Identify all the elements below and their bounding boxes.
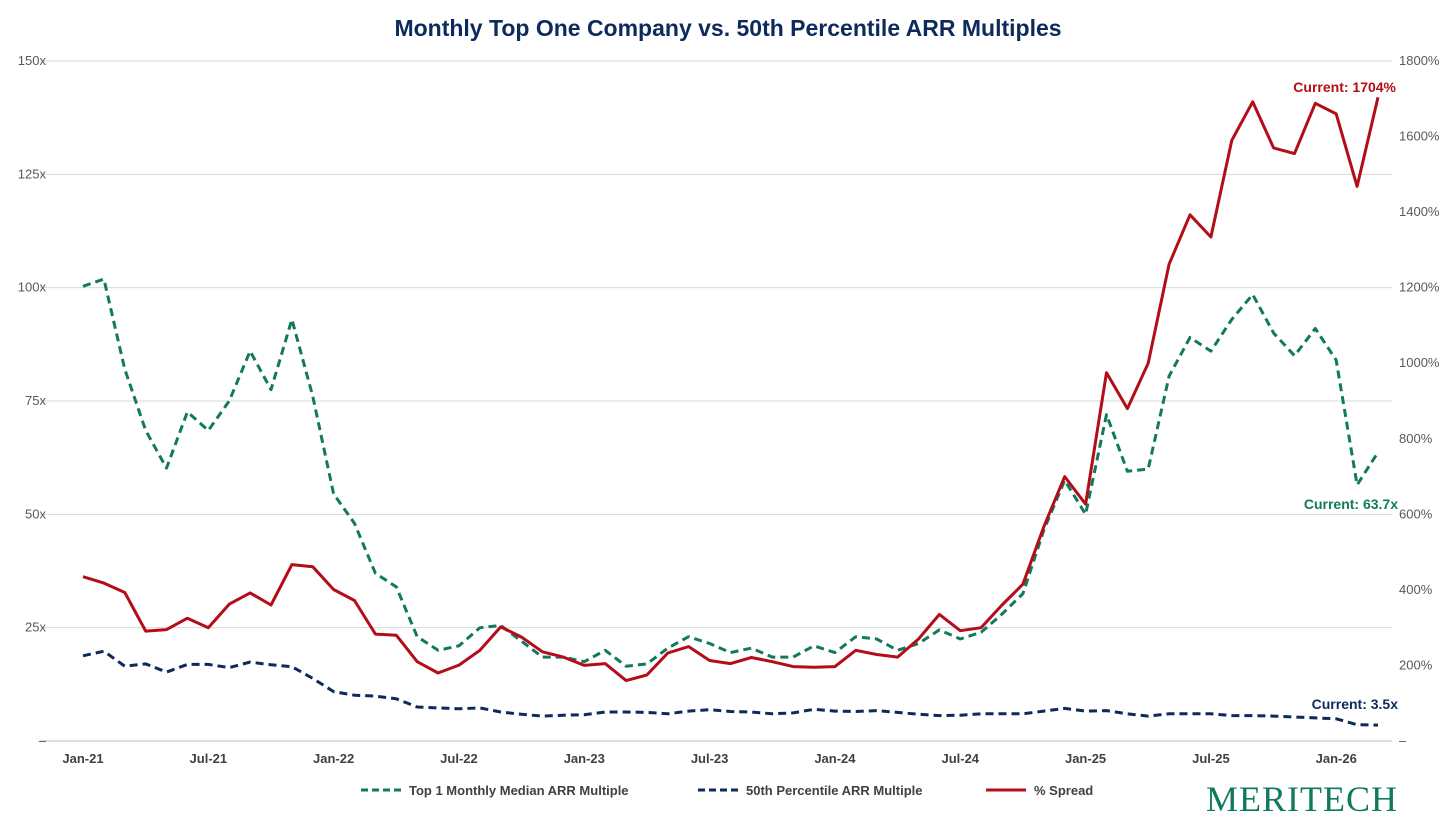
right-axis-ticks: – 200% 400% 600% 800% 1000% 1200% 1400% 1600% 180…: [1399, 53, 1440, 748]
x-tick-label: Jul-23: [691, 751, 729, 766]
x-tick-label: Jul-25: [1192, 751, 1230, 766]
annotation-current-p50: Current: 3.5x: [1312, 696, 1399, 712]
left-tick-label: 100x: [18, 280, 47, 295]
x-tick-label: Jul-24: [941, 751, 979, 766]
legend: Top 1 Monthly Median ARR Multiple 50th P…: [361, 783, 1093, 798]
right-tick-label: 1400%: [1399, 204, 1440, 219]
x-tick-label: Jan-26: [1316, 751, 1357, 766]
left-tick-label: 125x: [18, 166, 47, 181]
right-tick-label: –: [1399, 733, 1407, 748]
left-tick-label: 150x: [18, 53, 47, 68]
right-tick-label: 1200%: [1399, 280, 1440, 295]
x-tick-label: Jan-25: [1065, 751, 1106, 766]
series-line-50th-percentile-arr-multiple: [82, 649, 1379, 727]
legend-label-top1: Top 1 Monthly Median ARR Multiple: [409, 783, 629, 798]
chart-title: Monthly Top One Company vs. 50th Percent…: [394, 15, 1061, 41]
x-axis-ticks: Jan-21 Jul-21 Jan-22 Jul-22 Jan-23 Jul-23 Jan-…: [62, 751, 1356, 766]
annotation-current-spread: Current: 1704%: [1293, 79, 1396, 95]
right-tick-label: 400%: [1399, 582, 1433, 597]
meritech-logo: MERITECH: [1206, 779, 1398, 814]
left-axis-ticks: – 25x 50x 75x 100x 125x 150x: [18, 53, 47, 748]
annotation-current-top1: Current: 63.7x: [1304, 496, 1398, 512]
right-tick-label: 800%: [1399, 431, 1433, 446]
series-layer: [82, 96, 1380, 727]
gridlines: [40, 60, 1392, 742]
x-tick-label: Jan-22: [313, 751, 354, 766]
series-line-top-1-monthly-median-arr-multiple: [82, 277, 1380, 668]
left-tick-label: –: [39, 733, 47, 748]
right-tick-label: 600%: [1399, 506, 1433, 521]
legend-label-p50: 50th Percentile ARR Multiple: [746, 783, 923, 798]
left-tick-label: 75x: [25, 393, 46, 408]
right-tick-label: 1800%: [1399, 53, 1440, 68]
left-tick-label: 25x: [25, 620, 46, 635]
x-tick-label: Jan-23: [564, 751, 605, 766]
left-tick-label: 50x: [25, 506, 46, 521]
right-tick-label: 200%: [1399, 657, 1433, 672]
x-tick-label: Jul-21: [190, 751, 228, 766]
right-tick-label: 1000%: [1399, 355, 1440, 370]
right-tick-label: 1600%: [1399, 129, 1440, 144]
legend-label-spread: % Spread: [1034, 783, 1093, 798]
x-tick-label: Jan-24: [814, 751, 856, 766]
series-line-spread: [82, 96, 1380, 683]
x-tick-label: Jan-21: [62, 751, 103, 766]
x-tick-label: Jul-22: [440, 751, 478, 766]
